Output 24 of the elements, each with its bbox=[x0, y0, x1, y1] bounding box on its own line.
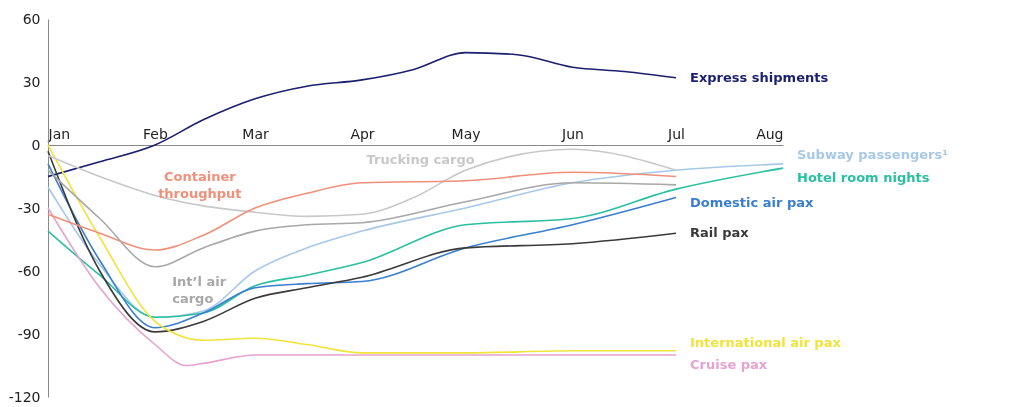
x-tick-label: Jun bbox=[561, 125, 584, 142]
series-label: Subway passengers¹ bbox=[797, 146, 948, 162]
y-tick-label: -120 bbox=[8, 388, 41, 405]
x-tick-label: Mar bbox=[242, 125, 269, 142]
x-tick-label: May bbox=[451, 125, 481, 142]
series-label: International air pax bbox=[690, 334, 842, 350]
y-tick-label: 60 bbox=[22, 10, 41, 27]
x-tick-label: Jul bbox=[667, 125, 685, 142]
series-label: Cruise pax bbox=[690, 357, 768, 372]
x-tick-label: Feb bbox=[143, 125, 168, 142]
series-label: Express shipments bbox=[690, 69, 829, 85]
x-tick-label: Jan bbox=[47, 125, 71, 142]
y-tick-label: -90 bbox=[17, 325, 41, 342]
x-tick-label: Apr bbox=[350, 125, 375, 142]
y-tick-label: 30 bbox=[22, 73, 41, 90]
y-tick-label: 0 bbox=[31, 136, 41, 153]
series-label: Container throughput bbox=[158, 168, 242, 201]
y-tick-label: -60 bbox=[17, 262, 41, 279]
series-label: Rail pax bbox=[690, 225, 750, 241]
series-label: Hotel room nights bbox=[797, 170, 930, 186]
series-label: Domestic air pax bbox=[690, 194, 814, 210]
series-label: Int’l air cargo bbox=[172, 273, 227, 306]
x-tick-label: Aug bbox=[756, 125, 784, 142]
y-tick-label: -30 bbox=[17, 199, 41, 216]
